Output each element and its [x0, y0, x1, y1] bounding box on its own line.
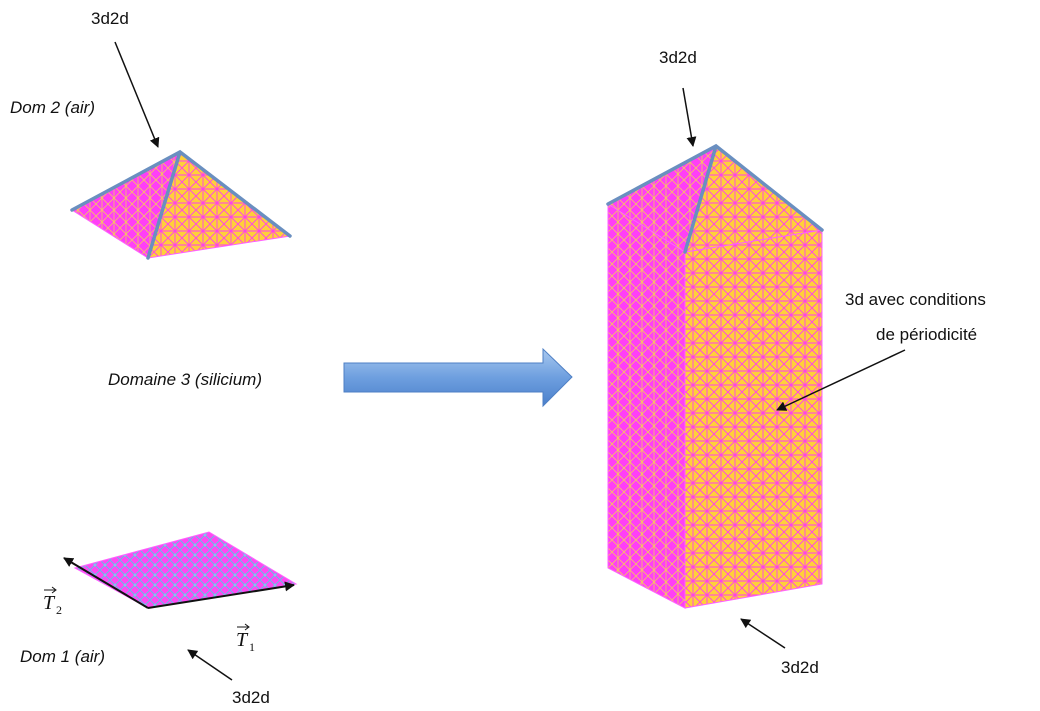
pyramid-dom2 [70, 149, 292, 260]
transition-arrow [343, 347, 573, 408]
vector-t2-label: T 2 [43, 586, 62, 617]
label-periodic-line1: 3d avec conditions [845, 290, 986, 309]
svg-text:1: 1 [249, 640, 255, 654]
arrow-periodic [776, 349, 906, 411]
label-top-left-3d2d: 3d2d [91, 9, 129, 28]
label-dom1: Dom 1 (air) [20, 647, 105, 666]
label-periodic-line2: de périodicité [876, 325, 977, 344]
label-domaine3: Domaine 3 (silicium) [108, 370, 262, 389]
arrow-bottom-right [740, 618, 786, 649]
vector-t1-label: T 1 [236, 623, 255, 654]
vector-t1-arrow [147, 581, 295, 609]
mesh-column [606, 143, 824, 609]
label-top-right-3d2d: 3d2d [659, 48, 697, 67]
arrow-top-right [682, 87, 697, 147]
label-bottom-right-3d2d: 3d2d [781, 658, 819, 677]
plate-dom1 [73, 531, 298, 609]
svg-text:2: 2 [56, 603, 62, 617]
arrow-bottom-left [187, 649, 233, 681]
label-bottom-left-3d2d: 3d2d [232, 688, 270, 707]
svg-text:T: T [236, 629, 249, 651]
label-dom2: Dom 2 (air) [10, 98, 95, 117]
arrow-top-left [114, 41, 160, 148]
vector-t2-arrow [63, 557, 149, 609]
svg-text:T: T [43, 592, 56, 614]
